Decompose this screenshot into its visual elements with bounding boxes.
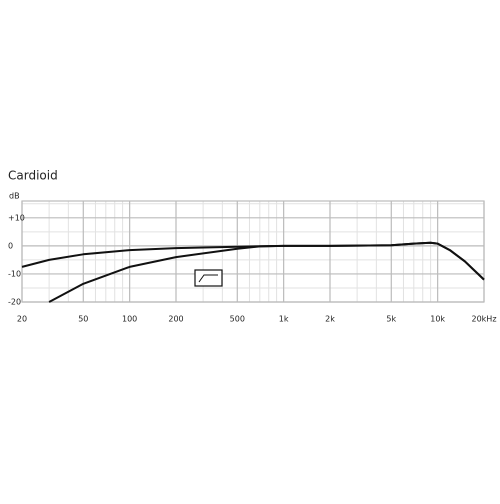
x-tick-label: 20: [17, 315, 27, 324]
y-tick-label: -20: [8, 298, 21, 307]
y-tick-label: -10: [8, 269, 21, 278]
y-axis-label: dB: [9, 192, 20, 201]
x-tick-label: 2k: [325, 315, 335, 324]
x-tick-label: 5k: [386, 315, 396, 324]
y-tick-label: 0: [8, 241, 13, 250]
x-tick-label: 100: [122, 315, 137, 324]
x-tick-label: 10k: [430, 315, 445, 324]
y-tick-label: +10: [8, 213, 25, 222]
x-tick-label: 500: [230, 315, 245, 324]
x-tick-label: 1k: [279, 315, 289, 324]
x-tick-label: 50: [78, 315, 88, 324]
filter-icon: [194, 269, 223, 287]
x-tick-label: 20kHz: [471, 315, 496, 324]
response-curve: [48, 241, 485, 303]
chart-title: Cardioid: [8, 169, 58, 183]
x-tick-label: 200: [168, 315, 183, 324]
plot-frame: [21, 200, 485, 303]
